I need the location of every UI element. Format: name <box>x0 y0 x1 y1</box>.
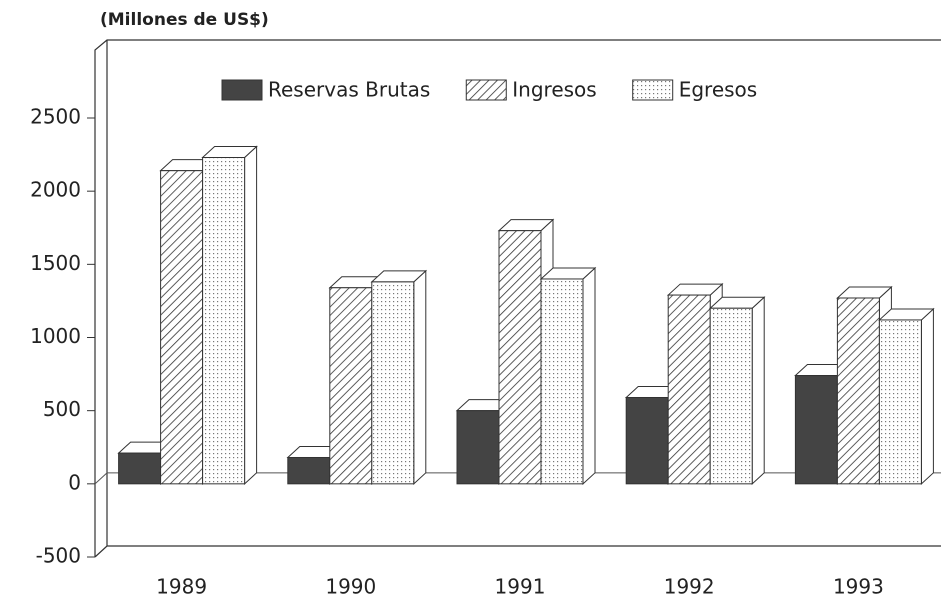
bar <box>498 230 542 485</box>
legend-label: Egresos <box>679 78 758 102</box>
legend-swatch <box>632 79 674 101</box>
bar <box>371 281 415 485</box>
bar-side <box>582 266 596 485</box>
legend-swatch <box>221 79 263 101</box>
bar <box>456 410 500 485</box>
bar <box>329 287 373 485</box>
bar <box>540 278 584 485</box>
bar <box>160 170 204 485</box>
legend-label: Reservas Brutas <box>268 78 430 102</box>
bar-side <box>413 269 427 485</box>
y-tick-label: -500 <box>36 544 81 568</box>
unit-label: (Millones de US$) <box>100 10 269 30</box>
x-tick-label: 1993 <box>833 575 884 599</box>
legend-swatch <box>465 79 507 101</box>
legend-label: Ingresos <box>512 78 596 102</box>
y-tick-label: 2000 <box>30 178 81 202</box>
bar <box>878 319 922 485</box>
bar <box>202 157 246 485</box>
bar <box>287 456 331 485</box>
bar <box>709 307 753 485</box>
x-tick-label: 1990 <box>325 575 376 599</box>
y-tick-label: 2500 <box>30 105 81 129</box>
y-tick-label: 1000 <box>30 324 81 348</box>
x-tick-label: 1991 <box>495 575 546 599</box>
y-tick-label: 1500 <box>30 251 81 275</box>
bar <box>625 396 669 485</box>
y-tick-label: 0 <box>68 470 81 494</box>
frame <box>94 39 941 558</box>
x-tick-label: 1992 <box>664 575 715 599</box>
bar <box>794 375 838 485</box>
bar-side <box>920 307 934 485</box>
bar <box>836 297 880 485</box>
y-tick-label: 500 <box>43 397 81 421</box>
x-tick-label: 1989 <box>156 575 207 599</box>
bar-side <box>244 145 258 485</box>
bar-side <box>751 296 765 485</box>
bar <box>667 294 711 485</box>
bar <box>118 452 162 485</box>
